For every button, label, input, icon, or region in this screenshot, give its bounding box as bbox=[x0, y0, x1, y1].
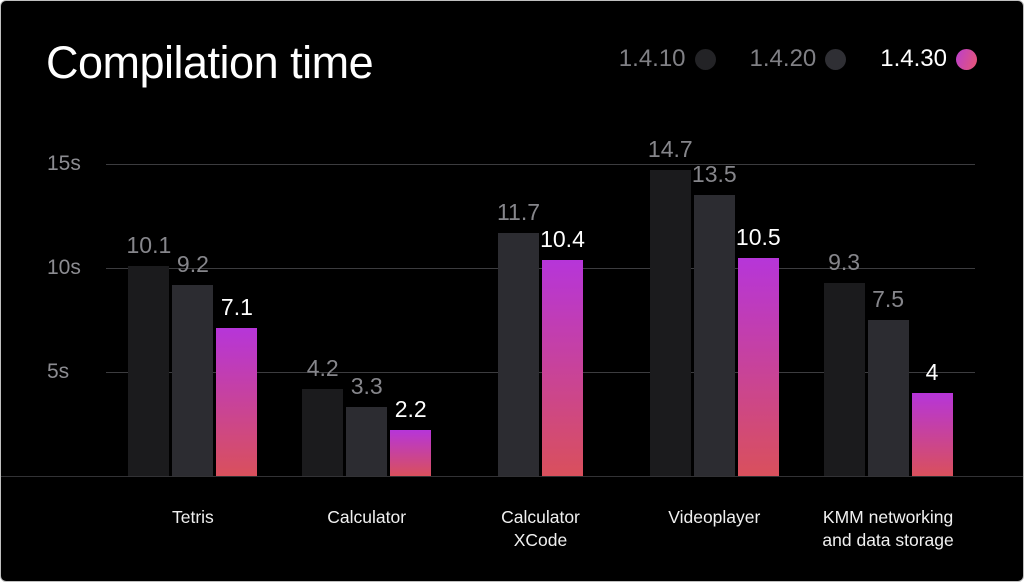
bar-1-4-10-tetris: 10.1 bbox=[127, 232, 171, 476]
bar-1-4-20-tetris: 9.2 bbox=[172, 251, 214, 476]
gridline-10s bbox=[106, 268, 975, 269]
bar-value-label: 10.5 bbox=[735, 224, 781, 250]
bar-1-4-20-videoplayer: 13.5 bbox=[692, 161, 737, 476]
legend-item-1-4-20: 1.4.20 bbox=[750, 45, 847, 73]
y-axis-tick-label: 15s bbox=[47, 152, 81, 175]
legend: 1.4.10 1.4.20 1.4.30 bbox=[619, 45, 977, 73]
bar-value-label: 4.2 bbox=[306, 355, 339, 381]
bar-value-label: 2.2 bbox=[394, 396, 427, 422]
bar-1-4-30-tetris: 7.1 bbox=[216, 294, 258, 476]
bar-value-label: 10.4 bbox=[540, 226, 585, 252]
y-axis-tick-label: 5s bbox=[47, 360, 70, 383]
bar-1-4-30-kmm-networking: 4 bbox=[911, 359, 953, 476]
category-label-calculator: Calculator XCode bbox=[501, 507, 580, 550]
bar-group-videoplayer: 14.7 13.5 10.5 bbox=[627, 136, 801, 476]
legend-label: 1.4.20 bbox=[749, 45, 817, 72]
gridline-5s bbox=[106, 372, 975, 373]
legend-item-1-4-30: 1.4.30 bbox=[880, 45, 977, 73]
legend-dot-icon bbox=[825, 48, 847, 70]
bar-group-kmm-networking: 9.3 7.5 4 bbox=[801, 249, 975, 476]
bar-value-label: 7.1 bbox=[220, 294, 253, 320]
category-label-calculator: Calculator bbox=[327, 507, 407, 527]
bar-value-label: 14.7 bbox=[647, 136, 693, 162]
legend-dot-icon bbox=[694, 48, 716, 70]
y-axis-tick-label: 10s bbox=[47, 256, 81, 279]
bar-1-4-30-calculator: 10.4 bbox=[540, 226, 585, 476]
bar-1-4-20-kmm-networking: 7.5 bbox=[867, 286, 909, 476]
bar-value-label: 11.7 bbox=[496, 199, 541, 225]
bar-1-4-10-kmm-networking: 9.3 bbox=[823, 249, 865, 476]
bar-value-label: 3.3 bbox=[350, 373, 383, 399]
bar-1-4-20-calculator: 11.7 bbox=[497, 199, 540, 476]
bar-value-label: 4 bbox=[925, 359, 939, 385]
x-axis-line bbox=[1, 476, 1023, 477]
bar-1-4-10-videoplayer: 14.7 bbox=[648, 136, 693, 476]
bar-1-4-30-videoplayer: 10.5 bbox=[736, 224, 781, 476]
bar-groups: 10.1 9.2 7.1 4.2 3.3 2.2 11.7 10.4 14.7 13.5 10.5 9… bbox=[106, 136, 975, 476]
bar-group-tetris: 10.1 9.2 7.1 bbox=[106, 232, 280, 476]
bar-value-label: 9.2 bbox=[176, 251, 209, 277]
category-label-kmm-networking: KMM networking and data storage bbox=[822, 507, 954, 550]
bar-value-label: 13.5 bbox=[691, 161, 737, 187]
legend-item-1-4-10: 1.4.10 bbox=[619, 45, 716, 73]
bar-value-label: 10.1 bbox=[126, 232, 172, 258]
category-labels: Tetris Calculator Calculator XCode Videopla… bbox=[106, 506, 975, 552]
bar-group-calculator: 4.2 3.3 2.2 bbox=[280, 355, 454, 476]
bar-value-label: 9.3 bbox=[828, 249, 861, 275]
category-label-tetris: Tetris bbox=[171, 507, 214, 527]
category-label-videoplayer: Videoplayer bbox=[668, 507, 761, 527]
bar-1-4-30-calculator: 2.2 bbox=[390, 396, 432, 476]
bar-group-calculator: 11.7 10.4 bbox=[454, 199, 628, 476]
legend-label: 1.4.10 bbox=[618, 45, 686, 72]
bar-1-4-10-calculator: 4.2 bbox=[302, 355, 344, 476]
page-title: Compilation time bbox=[46, 37, 374, 88]
gridline-15s bbox=[106, 164, 975, 165]
bar-value-label: 7.5 bbox=[872, 286, 905, 312]
bar-1-4-20-calculator: 3.3 bbox=[346, 373, 388, 476]
legend-dot-icon bbox=[956, 48, 977, 70]
legend-label: 1.4.30 bbox=[880, 45, 947, 72]
